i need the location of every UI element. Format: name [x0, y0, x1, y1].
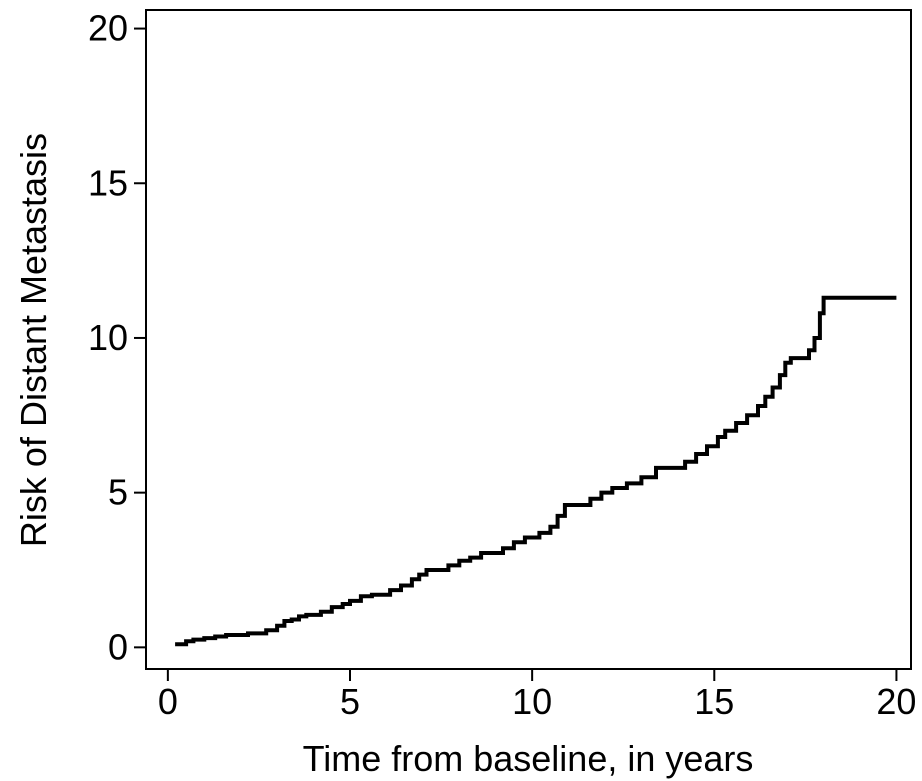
x-tick-label: 0: [158, 681, 178, 722]
x-axis-title: Time from baseline, in years: [303, 738, 754, 779]
risk-curve: [175, 295, 897, 647]
x-tick-label: 10: [512, 681, 552, 722]
y-axis-title: Risk of Distant Metastasis: [13, 133, 54, 547]
y-axis-ticks: 0 5 10 15 20: [88, 8, 146, 667]
y-tick-label: 20: [88, 8, 128, 49]
x-tick-label: 5: [340, 681, 360, 722]
y-tick-label: 0: [108, 626, 128, 667]
x-axis-ticks: 0 5 10 15 20: [158, 669, 916, 722]
x-tick-label: 20: [876, 681, 916, 722]
plot-frame: [145, 9, 912, 670]
x-tick-label: 15: [694, 681, 734, 722]
y-tick-label: 15: [88, 162, 128, 203]
y-tick-label: 10: [88, 317, 128, 358]
y-tick-label: 5: [108, 472, 128, 513]
